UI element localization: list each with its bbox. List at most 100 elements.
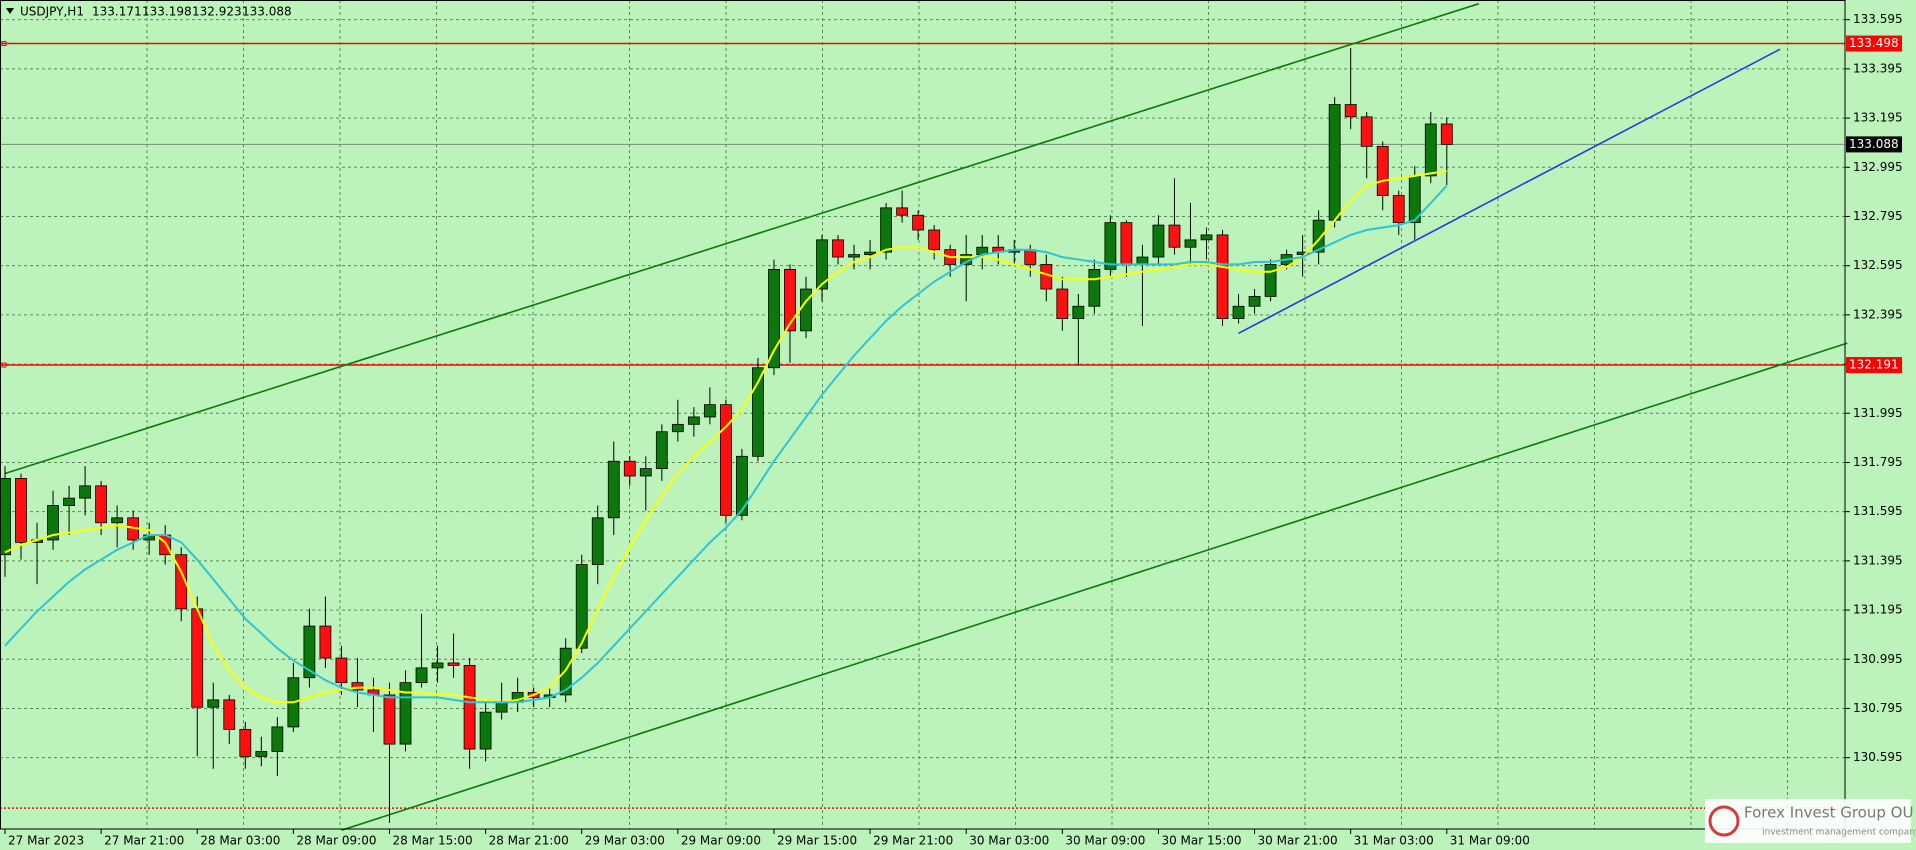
candle-body [575, 564, 588, 649]
y-tick-label: 131.195 [1853, 603, 1903, 617]
candle-body [1088, 268, 1101, 307]
watermark-subtitle: investment management company [1762, 828, 1916, 838]
candle-body [399, 682, 412, 745]
y-tick-label: 133.395 [1853, 61, 1903, 75]
y-tick-label: 133.195 [1853, 111, 1903, 125]
y-tick-label: 132.995 [1853, 160, 1903, 174]
candle-body [335, 657, 348, 684]
candle-body [607, 460, 620, 519]
candle-body [303, 625, 316, 679]
candle-body [175, 554, 188, 610]
candle-body [800, 288, 812, 332]
x-tick-label: 29 Mar 09:00 [681, 834, 761, 848]
y-tick-label: 133.595 [1853, 12, 1903, 26]
x-tick-label: 29 Mar 21:00 [873, 834, 953, 848]
y-tick-label: 131.795 [1853, 455, 1903, 469]
candle-body [1296, 251, 1309, 256]
candle-body [1328, 104, 1341, 221]
candle-body [639, 468, 652, 477]
candle-body [703, 404, 716, 418]
x-tick-label: 31 Mar 03:00 [1354, 834, 1434, 848]
candle-body [591, 517, 604, 565]
ohlc-close: 133.088 [242, 5, 292, 19]
watermark-title: Forex Invest Group OU [1744, 804, 1913, 822]
y-tick-label: 131.595 [1853, 504, 1903, 518]
x-tick-label: 28 Mar 15:00 [392, 834, 472, 848]
candle-body [623, 460, 636, 477]
candle-body [95, 485, 108, 524]
candle-body [655, 431, 668, 470]
ohlc-open: 133.171 [92, 5, 142, 19]
candle-body [191, 608, 204, 708]
candle-body [671, 423, 684, 433]
candle-body [0, 478, 11, 556]
plot [0, 2, 1848, 831]
candle-body [1104, 222, 1117, 270]
candle-body [1136, 256, 1149, 265]
plot-frame [0, 0, 1846, 830]
candle-body [463, 665, 476, 750]
y-tick-label: 131.995 [1853, 406, 1903, 420]
candle-body [479, 711, 492, 750]
x-tick-label: 28 Mar 03:00 [200, 834, 280, 848]
menu-triangle [6, 8, 14, 14]
candle-body [1072, 305, 1085, 319]
x-tick-label: 27 Mar 21:00 [104, 834, 184, 848]
candle-body [1392, 195, 1405, 224]
candle-body [816, 239, 828, 290]
x-tick-label: 30 Mar 15:00 [1161, 834, 1241, 848]
moving-average [4, 170, 1447, 704]
candle-body [880, 207, 892, 253]
candle-body [1376, 145, 1389, 196]
price-label-box [1846, 357, 1902, 374]
candle-body [431, 662, 444, 669]
candle-body [239, 728, 252, 757]
candle-body [15, 478, 27, 543]
ohlc-high: 133.198 [142, 5, 192, 19]
candle-body [1120, 222, 1133, 265]
x-tick-label: 29 Mar 03:00 [585, 834, 665, 848]
candle-body [848, 254, 860, 258]
trendline [4, 2, 1480, 475]
candle-body [752, 367, 764, 457]
candle-body [928, 229, 941, 251]
y-tick-label: 130.795 [1853, 701, 1903, 715]
candle-body [1440, 123, 1453, 145]
x-tick-label: 28 Mar 21:00 [489, 834, 569, 848]
price-label: 132.191 [1849, 358, 1899, 372]
candle-body [912, 214, 925, 231]
candle-body [1056, 288, 1069, 319]
symbol: USDJPY,H1 [20, 5, 84, 19]
x-tick-label: 27 Mar 2023 [8, 834, 84, 848]
x-tick-label: 31 Mar 09:00 [1450, 834, 1530, 848]
candle-body [864, 251, 876, 256]
y-tick-label: 130.995 [1853, 652, 1903, 666]
candle-body [1216, 234, 1229, 319]
trendline [341, 342, 1848, 831]
candle-body [1360, 116, 1373, 147]
x-tick-label: 30 Mar 21:00 [1258, 834, 1338, 848]
trendline [1238, 48, 1781, 335]
y-tick-label: 132.795 [1853, 209, 1903, 223]
line-anchor [1, 41, 7, 47]
candle-body [447, 662, 460, 666]
candle-body [79, 485, 91, 499]
candle-body [832, 239, 844, 258]
ohlc-low: 132.923 [192, 5, 242, 19]
candle-body [351, 682, 364, 691]
candle-body [223, 699, 236, 730]
x-tick-label: 29 Mar 15:00 [777, 834, 857, 848]
candle-body [1312, 219, 1325, 253]
candle-body [896, 207, 909, 216]
moving-average [4, 185, 1448, 704]
candle-body [720, 404, 732, 516]
candle-body [687, 416, 700, 425]
candle-body [1200, 234, 1213, 241]
candle-body [1024, 249, 1037, 265]
candle-body [159, 534, 172, 556]
candle-body [415, 667, 428, 684]
candle-body [383, 694, 396, 745]
candle-body [1152, 224, 1165, 258]
